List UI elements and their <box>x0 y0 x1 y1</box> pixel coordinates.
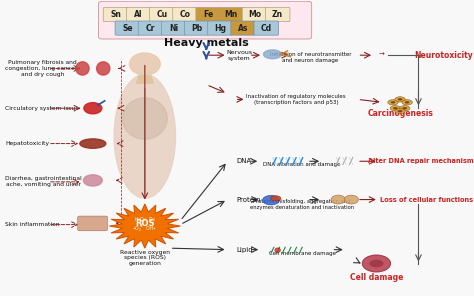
FancyBboxPatch shape <box>208 21 232 35</box>
FancyBboxPatch shape <box>196 7 220 22</box>
Ellipse shape <box>83 175 102 186</box>
Text: Nervous
system: Nervous system <box>226 50 253 61</box>
Text: Se: Se <box>122 24 133 33</box>
Text: Hepatotoxicity: Hepatotoxicity <box>5 141 49 146</box>
FancyBboxPatch shape <box>127 7 151 22</box>
Ellipse shape <box>390 106 401 111</box>
Text: Lipid: Lipid <box>236 247 253 253</box>
Text: DNA: DNA <box>236 158 251 164</box>
Ellipse shape <box>331 195 345 204</box>
Ellipse shape <box>395 97 405 102</box>
Text: Inhibition of neurotransmitter
and neuron damage: Inhibition of neurotransmitter and neuro… <box>270 52 351 63</box>
Text: Circulatory system issue: Circulatory system issue <box>5 106 79 111</box>
Text: Inactivation of regulatory molecules
(transcription factors and p53): Inactivation of regulatory molecules (tr… <box>246 94 346 105</box>
Ellipse shape <box>97 62 110 75</box>
Text: Cr: Cr <box>146 24 155 33</box>
Text: Mn: Mn <box>225 10 238 19</box>
FancyBboxPatch shape <box>161 21 186 35</box>
Text: Proteins misfolding, aggregation and
enzymes denaturation and inactivation: Proteins misfolding, aggregation and enz… <box>250 199 354 210</box>
Ellipse shape <box>395 109 405 114</box>
Ellipse shape <box>388 100 398 105</box>
Text: $\bullet$O$_2^-$  OH$\bullet$: $\bullet$O$_2^-$ OH$\bullet$ <box>132 224 157 234</box>
FancyBboxPatch shape <box>231 21 255 35</box>
Text: Reactive oxygen
species (ROS)
generation: Reactive oxygen species (ROS) generation <box>120 250 170 266</box>
FancyBboxPatch shape <box>99 1 312 39</box>
Ellipse shape <box>344 195 358 204</box>
Text: Diarrhea, gastrointestinal
ache, vomiting and ulcer: Diarrhea, gastrointestinal ache, vomitin… <box>5 176 82 187</box>
Ellipse shape <box>405 101 410 104</box>
Ellipse shape <box>393 107 398 110</box>
Text: Loss of cellular functions: Loss of cellular functions <box>380 197 474 202</box>
Text: Cu: Cu <box>156 10 167 19</box>
FancyBboxPatch shape <box>265 7 290 22</box>
Ellipse shape <box>391 101 395 104</box>
FancyBboxPatch shape <box>242 7 267 22</box>
FancyBboxPatch shape <box>254 21 279 35</box>
Ellipse shape <box>271 196 281 201</box>
Ellipse shape <box>76 62 89 75</box>
Text: H$_2$O$_2$  O$_2$: H$_2$O$_2$ O$_2$ <box>134 215 156 224</box>
Text: Al: Al <box>135 10 143 19</box>
Text: Pb: Pb <box>191 24 202 33</box>
Text: Fe: Fe <box>203 10 213 19</box>
Ellipse shape <box>402 100 412 105</box>
Polygon shape <box>137 76 154 83</box>
Ellipse shape <box>398 110 402 112</box>
Text: Co: Co <box>180 10 191 19</box>
Ellipse shape <box>80 139 106 148</box>
Ellipse shape <box>264 50 282 59</box>
FancyBboxPatch shape <box>173 7 197 22</box>
Text: →: → <box>379 52 385 58</box>
Text: Ni: Ni <box>169 24 178 33</box>
Text: Mo: Mo <box>248 10 261 19</box>
Text: Pulmonary fibrosis and
congestion, lung cancer,
and dry cough: Pulmonary fibrosis and congestion, lung … <box>5 60 80 77</box>
Text: Sn: Sn <box>110 10 121 19</box>
Ellipse shape <box>369 260 383 267</box>
FancyBboxPatch shape <box>138 21 163 35</box>
Text: Cell damage: Cell damage <box>350 273 403 281</box>
Polygon shape <box>109 204 180 248</box>
Text: As: As <box>238 24 248 33</box>
Text: Neurotoxicity: Neurotoxicity <box>415 51 474 60</box>
Ellipse shape <box>84 103 102 114</box>
Ellipse shape <box>398 98 402 101</box>
Ellipse shape <box>362 255 391 272</box>
Text: ROS: ROS <box>135 219 155 228</box>
Ellipse shape <box>122 98 167 139</box>
Ellipse shape <box>263 195 280 205</box>
Ellipse shape <box>129 53 160 75</box>
Text: Skin inflammation: Skin inflammation <box>5 222 60 227</box>
FancyBboxPatch shape <box>184 21 209 35</box>
Text: Heavy metals: Heavy metals <box>164 38 249 48</box>
FancyBboxPatch shape <box>150 7 174 22</box>
Text: DNA alteration and damage: DNA alteration and damage <box>264 162 341 167</box>
Text: Hg: Hg <box>214 24 226 33</box>
Text: Protein: Protein <box>236 197 261 202</box>
Ellipse shape <box>402 107 407 110</box>
Ellipse shape <box>275 248 281 252</box>
FancyBboxPatch shape <box>78 216 108 231</box>
Text: Zn: Zn <box>272 10 283 19</box>
Ellipse shape <box>400 106 410 111</box>
Text: Cd: Cd <box>261 24 272 33</box>
Text: Alter DNA repair mechanism: Alter DNA repair mechanism <box>367 158 474 164</box>
Text: Cell membrane damage: Cell membrane damage <box>269 251 336 256</box>
FancyBboxPatch shape <box>219 7 244 22</box>
Text: Carcinogenesis: Carcinogenesis <box>367 109 433 118</box>
FancyBboxPatch shape <box>103 7 128 22</box>
Ellipse shape <box>114 74 175 198</box>
FancyBboxPatch shape <box>115 21 140 35</box>
